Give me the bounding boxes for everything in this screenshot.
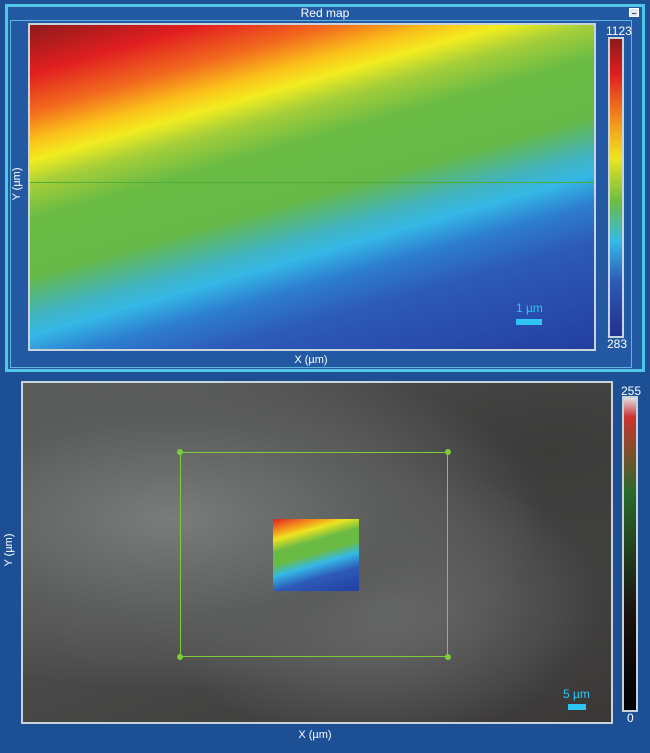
scale-bar	[516, 319, 542, 325]
colorbar-min: 0	[627, 711, 634, 725]
map-overlay[interactable]	[273, 519, 359, 591]
roi-rectangle[interactable]	[177, 449, 451, 660]
roi-handle[interactable]	[445, 654, 451, 660]
x-axis-label: X (µm)	[294, 354, 328, 366]
red-map-image[interactable]: 1 µm	[28, 23, 596, 351]
colorbar-max: 1123	[606, 24, 632, 38]
scale-bar-label: 1 µm	[516, 301, 543, 315]
profile-line[interactable]	[30, 182, 594, 183]
colorbar	[622, 396, 638, 712]
red-map-frame	[10, 20, 632, 368]
y-axis-label: Y (µm)	[11, 167, 23, 201]
colorbar-min: 283	[607, 337, 628, 351]
scale-bar	[568, 704, 586, 710]
colorbar	[608, 37, 624, 338]
minimize-icon[interactable]	[629, 8, 639, 17]
microscope-image[interactable]: 5 µm	[21, 381, 613, 724]
scale-bar-label: 5 µm	[563, 687, 590, 701]
y-axis-label: Y (µm)	[3, 533, 15, 567]
panel-title: Red map	[300, 6, 350, 20]
colorbar-max: 255	[621, 384, 642, 398]
roi-handle[interactable]	[177, 449, 183, 455]
roi-handle[interactable]	[177, 654, 183, 660]
roi-handle[interactable]	[445, 449, 451, 455]
x-axis-label: X (µm)	[298, 729, 332, 741]
